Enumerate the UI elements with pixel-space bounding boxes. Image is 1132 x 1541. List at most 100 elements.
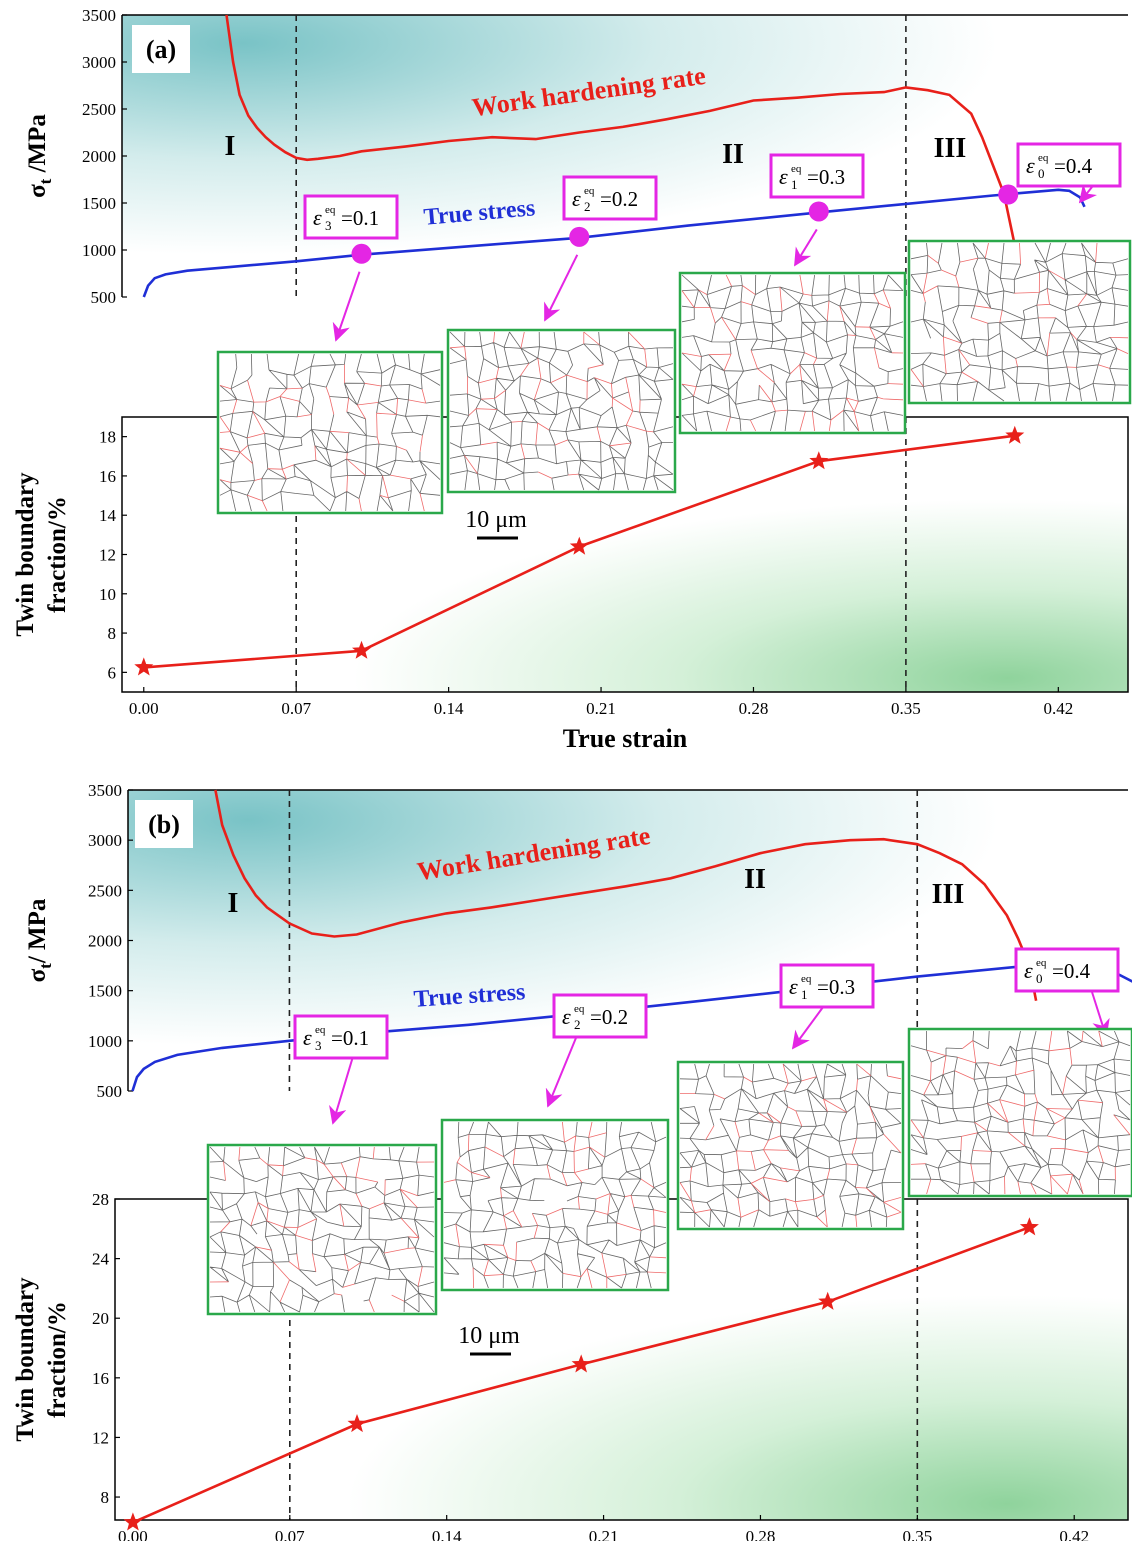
y-tick-label: 3000 <box>88 831 122 850</box>
y-tick-label: 8 <box>108 624 117 643</box>
y-tick-label: 1500 <box>88 982 122 1001</box>
micrograph <box>909 241 1130 403</box>
y-tick-label: 16 <box>99 467 116 486</box>
annotation-subscript: 1 <box>791 177 798 192</box>
y-tick-label: 6 <box>108 663 117 682</box>
y-tick-label: 500 <box>97 1082 123 1101</box>
x-tick-label: 0.42 <box>1059 1527 1089 1541</box>
x-tick-label: 0.14 <box>434 699 464 718</box>
micrograph <box>448 330 675 492</box>
y-tick-label: 3500 <box>82 6 116 25</box>
annotation-subscript: 2 <box>574 1017 581 1032</box>
y-tick-label: 1000 <box>82 241 116 260</box>
annotation-text: =0.2 <box>590 1005 628 1029</box>
y-tick-label: 2000 <box>88 932 122 951</box>
region-label: II <box>722 139 744 170</box>
x-tick-label: 0.21 <box>589 1527 619 1541</box>
x-tick-label: 0.35 <box>902 1527 932 1541</box>
y-tick-label: 2500 <box>88 881 122 900</box>
x-tick-label: 0.00 <box>129 699 159 718</box>
annotation-symbol: ε <box>303 1025 312 1050</box>
strain-point <box>569 227 589 247</box>
y-tick-label: 10 <box>99 585 116 604</box>
region-label: I <box>225 131 236 162</box>
annotation-subscript: 2 <box>584 199 591 214</box>
annotation-superscript: eq <box>791 163 802 175</box>
annotation-subscript: 1 <box>801 987 808 1002</box>
y-tick-label: 8 <box>101 1488 110 1507</box>
y-tick-label: 3000 <box>82 53 116 72</box>
x-tick-label: 0.28 <box>746 1527 776 1541</box>
annotation-superscript: eq <box>1038 152 1049 164</box>
y-tick-label: 16 <box>92 1369 109 1388</box>
annotation-superscript: eq <box>574 1003 585 1015</box>
region-label: II <box>744 864 766 895</box>
annotation-subscript: 3 <box>315 1038 322 1053</box>
x-tick-label: 0.42 <box>1043 699 1073 718</box>
y-tick-label: 12 <box>99 546 116 565</box>
x-tick-label: 0.21 <box>586 699 616 718</box>
x-tick-label: 0.00 <box>118 1527 148 1541</box>
x-tick-label: 0.28 <box>739 699 769 718</box>
micrograph <box>909 1029 1132 1196</box>
annotation-text: =0.1 <box>331 1026 369 1050</box>
annotation-text: =0.4 <box>1052 959 1091 983</box>
y-tick-label: 24 <box>92 1250 110 1269</box>
y-label-symbol: σ <box>24 184 51 198</box>
annotation-superscript: eq <box>584 185 595 197</box>
y-tick-label: 18 <box>99 428 116 447</box>
y-tick-label: 2000 <box>82 147 116 166</box>
annotation-symbol: ε <box>789 974 798 999</box>
annotation-symbol: ε <box>779 164 788 189</box>
y-tick-label: 3500 <box>88 781 122 800</box>
y-tick-label: 28 <box>92 1190 109 1209</box>
annotation-symbol: ε <box>1026 153 1035 178</box>
strain-point <box>998 185 1018 205</box>
y-axis-label: fraction/% <box>44 1301 71 1418</box>
x-tick-label: 0.35 <box>891 699 921 718</box>
y-label-symbol: σ <box>24 968 51 982</box>
y-tick-label: 12 <box>92 1428 109 1447</box>
annotation-superscript: eq <box>325 204 336 216</box>
micrograph <box>680 273 905 433</box>
annotation-subscript: 0 <box>1036 971 1043 986</box>
y-tick-label: 1500 <box>82 194 116 213</box>
annotation-superscript: eq <box>315 1024 326 1036</box>
annotation-subscript: 0 <box>1038 166 1045 181</box>
y-axis-label: σt/ MPa <box>24 898 55 982</box>
region-label: I <box>228 888 239 919</box>
annotation-text: =0.3 <box>817 975 855 999</box>
x-tick-label: 0.14 <box>432 1527 462 1541</box>
annotation-subscript: 3 <box>325 218 332 233</box>
y-label-unit: / MPa <box>24 898 51 964</box>
y-axis-label: Twin boundary <box>12 1277 39 1442</box>
x-axis-label: True strain <box>563 724 688 753</box>
y-axis-label: Twin boundary <box>12 472 39 637</box>
region-label: III <box>934 133 967 164</box>
y-label-unit: /MPa <box>24 114 51 179</box>
annotation-symbol: ε <box>572 186 581 211</box>
scale-bar-label: 10 μm <box>465 507 527 533</box>
y-tick-label: 20 <box>92 1309 109 1328</box>
annotation-text: =0.2 <box>600 187 638 211</box>
annotation-symbol: ε <box>562 1004 571 1029</box>
annotation-text: =0.1 <box>341 206 379 230</box>
panel-label: (b) <box>148 810 180 839</box>
annotation-superscript: eq <box>1036 957 1047 969</box>
y-tick-label: 14 <box>99 506 117 525</box>
strain-point <box>809 201 829 221</box>
y-axis-label: σt /MPa <box>24 114 55 198</box>
annotation-text: =0.4 <box>1054 154 1093 178</box>
panel-label: (a) <box>146 35 176 64</box>
region-label: III <box>932 879 965 910</box>
annotation-text: =0.3 <box>807 165 845 189</box>
strain-point <box>352 244 372 264</box>
y-tick-label: 1000 <box>88 1032 122 1051</box>
y-axis-label: fraction/% <box>44 496 71 613</box>
y-tick-label: 500 <box>91 288 117 307</box>
annotation-symbol: ε <box>1024 958 1033 983</box>
annotation-symbol: ε <box>313 205 322 230</box>
annotation-superscript: eq <box>801 973 812 985</box>
figure: 500100015002000250030003500σt /MPa(a)III… <box>0 0 1132 1541</box>
x-tick-label: 0.07 <box>275 1527 305 1541</box>
